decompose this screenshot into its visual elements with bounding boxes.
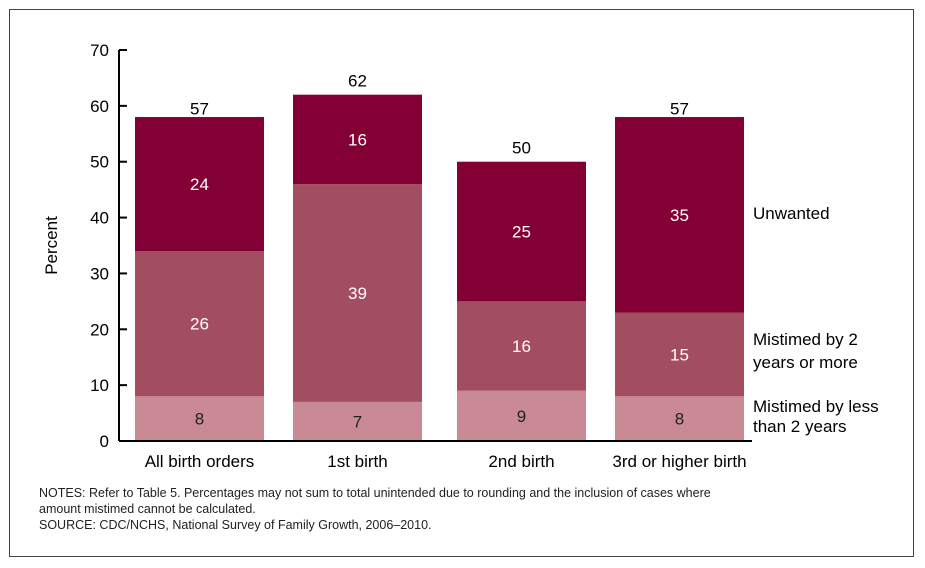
x-category-label: 1st birth bbox=[327, 452, 387, 471]
segment-value-label: 7 bbox=[353, 412, 362, 431]
segment-value-label: 25 bbox=[512, 223, 531, 242]
bar-segment bbox=[293, 94, 422, 185]
bar-segment bbox=[615, 117, 744, 313]
y-tick-label: 20 bbox=[90, 320, 109, 339]
source-line: SOURCE: CDC/NCHS, National Survey of Fam… bbox=[39, 518, 432, 532]
bar-segment bbox=[457, 161, 586, 302]
legend-label: Unwanted bbox=[753, 204, 830, 223]
legend-label: Mistimed by less bbox=[753, 397, 879, 416]
bar-segment bbox=[135, 396, 264, 441]
bar-segment bbox=[457, 301, 586, 391]
notes-line-1: NOTES: Refer to Table 5. Percentages may… bbox=[39, 486, 711, 500]
notes-line-2: amount mistimed cannot be calculated. bbox=[39, 502, 256, 516]
segment-value-label: 8 bbox=[195, 410, 204, 429]
bar-total-label: 50 bbox=[512, 139, 531, 158]
legend-label: years or more bbox=[753, 353, 858, 372]
bar-total-label: 57 bbox=[670, 100, 689, 119]
segment-value-label: 9 bbox=[517, 407, 526, 426]
x-category-label: 2nd birth bbox=[488, 452, 554, 471]
bar-total-label: 57 bbox=[190, 100, 209, 119]
y-axis-title: Percent bbox=[42, 216, 61, 275]
segment-value-label: 24 bbox=[190, 175, 209, 194]
segment-value-label: 39 bbox=[348, 284, 367, 303]
bar-segment bbox=[615, 312, 744, 397]
segment-value-label: 26 bbox=[190, 315, 209, 334]
y-tick-label: 0 bbox=[100, 432, 109, 451]
segment-value-label: 16 bbox=[512, 337, 531, 356]
segment-value-label: 8 bbox=[675, 410, 684, 429]
y-tick-label: 50 bbox=[90, 153, 109, 172]
bar-segment bbox=[293, 401, 422, 441]
legend-label: Mistimed by 2 bbox=[753, 330, 858, 349]
bar-segment bbox=[135, 251, 264, 397]
y-tick-label: 30 bbox=[90, 264, 109, 283]
bar-total-label: 62 bbox=[348, 72, 367, 91]
segment-value-label: 35 bbox=[670, 206, 689, 225]
stacked-bar-chart: 0 10 20 30 40 50 60 70 Percent 8 26 24 57 All birth o… bbox=[42, 41, 879, 471]
bar-segment bbox=[293, 184, 422, 402]
segment-value-label: 15 bbox=[670, 345, 689, 364]
x-category-label: All birth orders bbox=[145, 452, 255, 471]
y-tick-label: 60 bbox=[90, 97, 109, 116]
notes-block: NOTES: Refer to Table 5. Percentages may… bbox=[39, 485, 909, 533]
x-category-label: 3rd or higher birth bbox=[612, 452, 746, 471]
legend-label: than 2 years bbox=[753, 417, 847, 436]
y-tick-label: 40 bbox=[90, 209, 109, 228]
bar-segment bbox=[135, 117, 264, 252]
bar-segment bbox=[457, 390, 586, 441]
segment-value-label: 16 bbox=[348, 130, 367, 149]
bar-segment bbox=[615, 396, 744, 441]
y-tick-label: 70 bbox=[90, 41, 109, 60]
y-tick-label: 10 bbox=[90, 376, 109, 395]
